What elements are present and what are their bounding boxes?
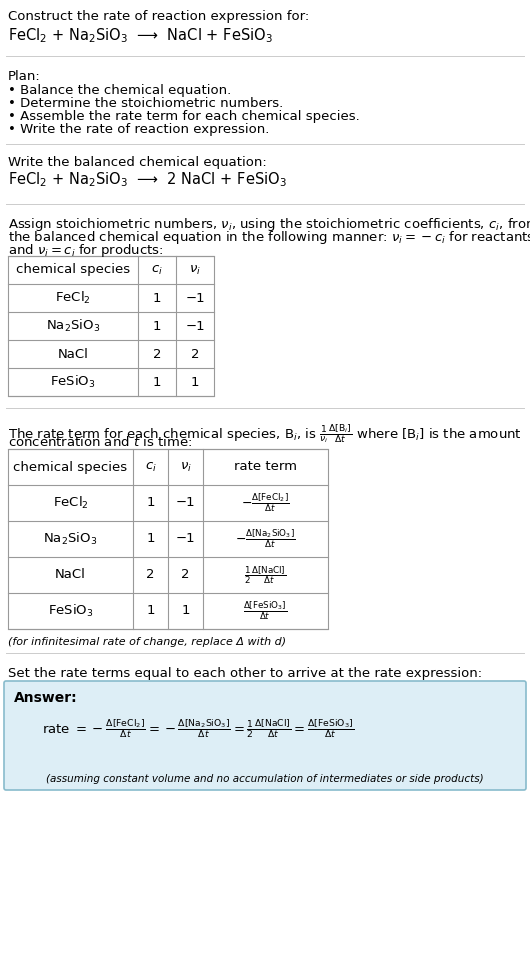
Text: rate term: rate term xyxy=(234,461,297,473)
Text: chemical species: chemical species xyxy=(16,264,130,276)
Text: 1: 1 xyxy=(153,319,161,333)
Text: 2: 2 xyxy=(146,568,155,582)
Text: FeSiO$_3$: FeSiO$_3$ xyxy=(48,603,93,619)
Text: Assign stoichiometric numbers, $\nu_i$, using the stoichiometric coefficients, $: Assign stoichiometric numbers, $\nu_i$, … xyxy=(8,216,530,233)
Text: FeCl$_2$ + Na$_2$SiO$_3$  ⟶  NaCl + FeSiO$_3$: FeCl$_2$ + Na$_2$SiO$_3$ ⟶ NaCl + FeSiO$… xyxy=(8,26,273,45)
Text: −1: −1 xyxy=(185,292,205,305)
Text: 1: 1 xyxy=(153,292,161,305)
Text: Construct the rate of reaction expression for:: Construct the rate of reaction expressio… xyxy=(8,10,309,23)
Text: −1: −1 xyxy=(175,497,196,509)
Text: 1: 1 xyxy=(153,376,161,388)
Text: • Write the rate of reaction expression.: • Write the rate of reaction expression. xyxy=(8,123,269,136)
Text: 1: 1 xyxy=(146,604,155,618)
Text: 2: 2 xyxy=(153,347,161,360)
Text: FeSiO$_3$: FeSiO$_3$ xyxy=(50,374,96,390)
Text: 1: 1 xyxy=(191,376,199,388)
Text: Write the balanced chemical equation:: Write the balanced chemical equation: xyxy=(8,156,267,169)
Text: 1: 1 xyxy=(146,533,155,546)
Text: $-\frac{\Delta[\mathrm{FeCl_2}]}{\Delta t}$: $-\frac{\Delta[\mathrm{FeCl_2}]}{\Delta … xyxy=(241,492,290,514)
Bar xyxy=(8,449,328,629)
Text: −1: −1 xyxy=(175,533,196,546)
Text: and $\nu_i = c_i$ for products:: and $\nu_i = c_i$ for products: xyxy=(8,242,164,259)
Text: $-\frac{\Delta[\mathrm{Na_2SiO_3}]}{\Delta t}$: $-\frac{\Delta[\mathrm{Na_2SiO_3}]}{\Del… xyxy=(235,528,296,550)
Text: 1: 1 xyxy=(146,497,155,509)
Text: Na$_2$SiO$_3$: Na$_2$SiO$_3$ xyxy=(43,531,98,548)
Bar xyxy=(8,256,214,396)
Text: FeCl$_2$: FeCl$_2$ xyxy=(55,290,91,306)
Text: Set the rate terms equal to each other to arrive at the rate expression:: Set the rate terms equal to each other t… xyxy=(8,667,482,680)
Text: 1: 1 xyxy=(181,604,190,618)
Text: NaCl: NaCl xyxy=(58,347,89,360)
Text: Answer:: Answer: xyxy=(14,691,77,705)
Text: −1: −1 xyxy=(185,319,205,333)
Text: FeCl$_2$: FeCl$_2$ xyxy=(52,495,89,511)
Text: The rate term for each chemical species, B$_i$, is $\frac{1}{\nu_i}\frac{\Delta[: The rate term for each chemical species,… xyxy=(8,422,522,445)
Text: $\nu_i$: $\nu_i$ xyxy=(180,461,191,473)
Text: • Determine the stoichiometric numbers.: • Determine the stoichiometric numbers. xyxy=(8,97,283,110)
Text: $\frac{\Delta[\mathrm{FeSiO_3}]}{\Delta t}$: $\frac{\Delta[\mathrm{FeSiO_3}]}{\Delta … xyxy=(243,599,288,623)
Text: $c_i$: $c_i$ xyxy=(145,461,156,473)
Text: 2: 2 xyxy=(181,568,190,582)
Text: the balanced chemical equation in the following manner: $\nu_i = -c_i$ for react: the balanced chemical equation in the fo… xyxy=(8,229,530,246)
FancyBboxPatch shape xyxy=(4,681,526,790)
Text: $c_i$: $c_i$ xyxy=(151,264,163,276)
Text: NaCl: NaCl xyxy=(55,568,86,582)
Text: (for infinitesimal rate of change, replace Δ with d): (for infinitesimal rate of change, repla… xyxy=(8,637,286,647)
Text: • Assemble the rate term for each chemical species.: • Assemble the rate term for each chemic… xyxy=(8,110,360,123)
Text: rate $= -\frac{\Delta[\mathrm{FeCl_2}]}{\Delta t} = -\frac{\Delta[\mathrm{Na_2Si: rate $= -\frac{\Delta[\mathrm{FeCl_2}]}{… xyxy=(42,717,355,740)
Text: Na$_2$SiO$_3$: Na$_2$SiO$_3$ xyxy=(46,318,100,334)
Text: • Balance the chemical equation.: • Balance the chemical equation. xyxy=(8,84,231,97)
Text: Plan:: Plan: xyxy=(8,70,41,83)
Text: $\frac{1}{2}\frac{\Delta[\mathrm{NaCl}]}{\Delta t}$: $\frac{1}{2}\frac{\Delta[\mathrm{NaCl}]}… xyxy=(244,564,287,586)
Text: 2: 2 xyxy=(191,347,199,360)
Text: FeCl$_2$ + Na$_2$SiO$_3$  ⟶  2 NaCl + FeSiO$_3$: FeCl$_2$ + Na$_2$SiO$_3$ ⟶ 2 NaCl + FeSi… xyxy=(8,170,287,188)
Text: chemical species: chemical species xyxy=(13,461,128,473)
Text: (assuming constant volume and no accumulation of intermediates or side products): (assuming constant volume and no accumul… xyxy=(46,774,484,784)
Text: concentration and $t$ is time:: concentration and $t$ is time: xyxy=(8,435,192,449)
Text: $\nu_i$: $\nu_i$ xyxy=(189,264,201,276)
